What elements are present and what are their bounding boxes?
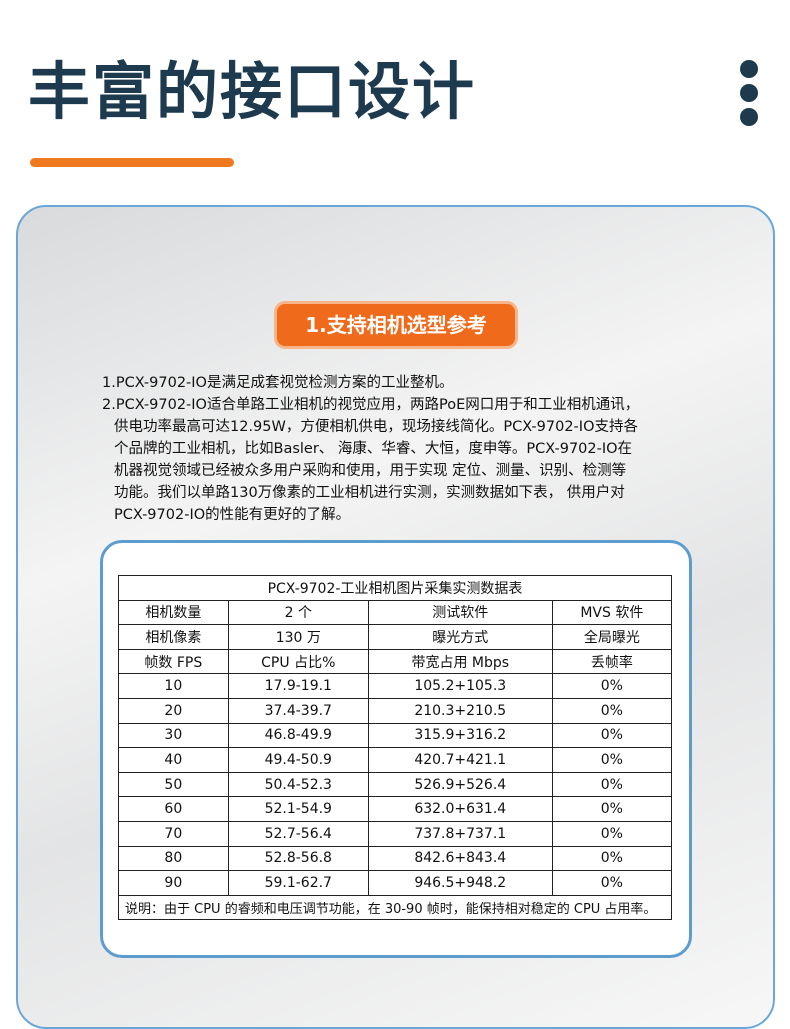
description: 1.PCX-9702-IO是满足成套视觉检测方案的工业整机。 2.PCX-9702… (102, 372, 702, 526)
table-cell: 0% (551, 747, 673, 773)
table-cell: 842.6+843.4 (367, 845, 553, 872)
table-cell: 0% (551, 870, 673, 896)
text-line: 2.PCX-9702-IO适合单路工业相机的视觉应用，两路PoE网口用于和工业相… (102, 397, 640, 413)
table-row: 10 17.9-19.1 105.2+105.3 0% (118, 673, 673, 699)
header-cell: 2 个 (227, 599, 369, 626)
header-cell: 130 万 (227, 624, 369, 650)
text-line: 个品牌的工业相机，比如Basler、 海康、华睿、大恒，度申等。PCX-9702… (114, 441, 633, 457)
text-line: PCX-9702-IO的性能有更好的了解。 (114, 507, 351, 523)
table-cell: 52.7-56.4 (227, 820, 369, 847)
table-cell: 632.0+631.4 (367, 796, 553, 822)
page: 丰富的接口设计 1.支持相机选型参考 1.PCX-9702-IO是满足成套视觉检… (16, 55, 775, 1029)
table-cell: 80 (118, 845, 229, 872)
table-cell: 37.4-39.7 (227, 697, 369, 724)
table-row: 40 49.4-50.9 420.7+421.1 0% (118, 747, 673, 773)
accent-bar (30, 158, 234, 167)
table-cell: 17.9-19.1 (227, 673, 369, 699)
header-cell: 曝光方式 (367, 624, 553, 650)
table-cell: 20 (118, 697, 229, 724)
table-cell: 70 (118, 820, 229, 847)
header-cell: 丢帧率 (551, 648, 673, 675)
section-badge: 1.支持相机选型参考 (277, 304, 515, 346)
table-cell: 10 (118, 673, 229, 699)
table-cell: 30 (118, 722, 229, 749)
table-cell: 0% (551, 820, 673, 847)
table-cell: 46.8-49.9 (227, 722, 369, 749)
table-row: 50 50.4-52.3 526.9+526.4 0% (118, 771, 673, 798)
data-table: PCX-9702-工业相机图片采集实测数据表 相机数量 2 个测试软件 MVS 软件相… (118, 575, 673, 921)
text-line: 功能。我们以单路130万像素的工业相机进行实测，实测数据如下表， 供用户对 (114, 485, 625, 501)
table-cell: 946.5+948.2 (367, 870, 553, 896)
table-row: 帧数 FPS CPU 占比% 带宽占用 Mbps 丢帧率 (118, 648, 673, 675)
table-row: 60 52.1-54.9 632.0+631.4 0% (118, 796, 673, 822)
table-cell: 52.8-56.8 (227, 845, 369, 872)
header-cell: 测试软件 (367, 599, 553, 626)
text-line: 1.PCX-9702-IO是满足成套视觉检测方案的工业整机。 (102, 375, 454, 391)
table-row: 30 46.8-49.9 315.9+316.2 0% (118, 722, 673, 749)
table-title: PCX-9702-工业相机图片采集实测数据表 (118, 575, 672, 601)
table-row: 80 52.8-56.8 842.6+843.4 0% (118, 845, 673, 872)
table-row: 90 59.1-62.7 946.5+948.2 0% (118, 870, 673, 896)
header-cell: 帧数 FPS (118, 648, 229, 675)
header-cell: 相机数量 (118, 599, 229, 626)
table-row: 相机数量 2 个测试软件 MVS 软件 (118, 599, 673, 626)
text-line: 机器视觉领域已经被众多用户采购和使用，用于实现 定位、测量、识别、检测等 (114, 463, 627, 479)
page-title: 丰富的接口设计 (28, 55, 477, 128)
header-cell: 带宽占用 Mbps (367, 648, 553, 675)
table-cell: 0% (551, 697, 673, 724)
table-cell: 49.4-50.9 (227, 747, 369, 773)
table-row: PCX-9702-工业相机图片采集实测数据表 (118, 575, 672, 601)
table-cell: 526.9+526.4 (367, 771, 553, 798)
table-cell: 737.8+737.1 (367, 820, 553, 847)
table-cell: 50 (118, 771, 229, 798)
text-line: 供电功率最高可达12.95W，方便相机供电，现场接线简化。PCX-9702-IO… (114, 419, 638, 435)
table-row: 70 52.7-56.4 737.8+737.1 0% (118, 820, 673, 847)
menu-icon[interactable] (740, 60, 760, 132)
table-cell: 315.9+316.2 (367, 722, 553, 749)
header-cell: 相机像素 (118, 624, 229, 650)
table-cell: 60 (118, 796, 229, 822)
header-cell: CPU 占比% (227, 648, 369, 675)
table-cell: 0% (551, 845, 673, 872)
table-cell: 210.3+210.5 (367, 697, 553, 724)
table-cell: 52.1-54.9 (227, 796, 369, 822)
table-cell: 105.2+105.3 (367, 673, 553, 699)
table-note: 说明：由于 CPU 的睿频和电压调节功能，在 30-90 帧时，能保持相对稳定的… (118, 894, 672, 921)
table-row: 20 37.4-39.7 210.3+210.5 0% (118, 697, 673, 724)
table-cell: 50.4-52.3 (227, 771, 369, 798)
header-cell: MVS 软件 (551, 599, 673, 626)
table-cell: 0% (551, 673, 673, 699)
table-cell: 90 (118, 870, 229, 896)
table-cell: 420.7+421.1 (367, 747, 553, 773)
table-cell: 0% (551, 771, 673, 798)
table-row: 相机像素 130 万曝光方式 全局曝光 (118, 624, 673, 650)
table-cell: 59.1-62.7 (227, 870, 369, 896)
table-cell: 0% (551, 722, 673, 749)
table-cell: 40 (118, 747, 229, 773)
table-row: 说明：由于 CPU 的睿频和电压调节功能，在 30-90 帧时，能保持相对稳定的… (118, 894, 672, 921)
table-cell: 0% (551, 796, 673, 822)
header-cell: 全局曝光 (551, 624, 673, 650)
